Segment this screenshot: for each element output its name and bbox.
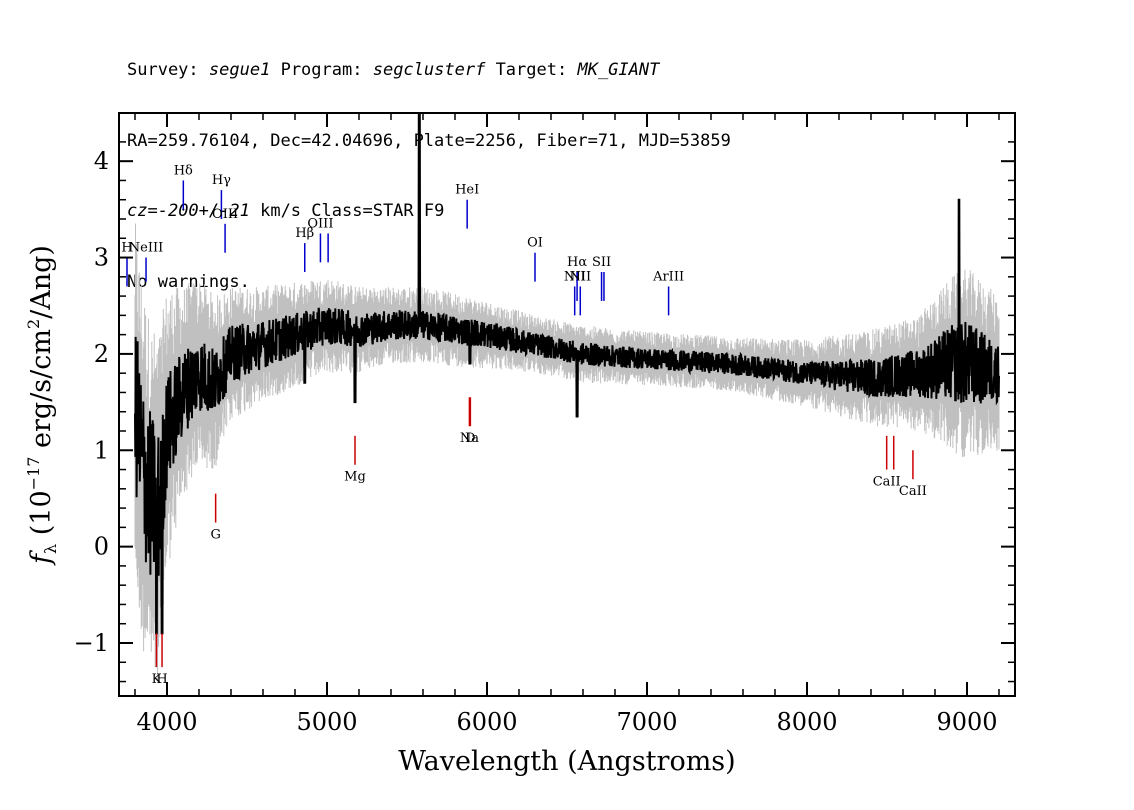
line-label: K [152,672,162,687]
error-band-path [134,223,1000,680]
survey-label: Survey: [127,60,199,80]
line-label: CaII [873,475,901,490]
line-label: D [465,431,475,446]
line-label: Hγ [212,173,231,188]
line-label: NII [569,269,591,284]
y-tick-label: 1 [94,436,109,464]
y-axis-title: fλ (10−17 erg/s/cm2/Ang) [24,245,60,566]
line-label: HeI [455,183,479,198]
x-tick-label: 9000 [936,708,997,736]
error-band-series [134,223,1000,680]
header-line-redshift: cz=-200+/-21 km/s Class=STAR F9 [127,200,731,224]
line-label: NII [564,269,586,284]
line-label: Hβ [295,226,314,241]
x-tick-label: 6000 [456,708,517,736]
line-label: CaII [899,484,927,499]
target-label: Target: [495,60,568,80]
header-line-survey: Survey: segue1 Program: segclusterf Targ… [127,59,731,83]
x-tick-label: 5000 [296,708,357,736]
flux-line [134,113,1000,635]
line-label: OIII [212,207,238,222]
spectrum-header: Survey: segue1 Program: segclusterf Targ… [127,12,731,318]
y-tick-label: 3 [94,244,109,272]
x-tick-label: 8000 [776,708,837,736]
class-text: Class=STAR F9 [311,201,445,221]
line-label: Hα [567,255,587,270]
survey-value: segue1 [208,60,271,80]
y-tick-label: 2 [94,340,109,368]
target-value: MK_GIANT [577,60,660,80]
y-tick-label: 4 [94,147,109,175]
line-label: NeIII [129,241,163,256]
x-axis-title: Wavelength (Angstroms) [398,746,735,777]
cz-label: cz= [127,201,158,221]
spectral-line-markers: HNeIIIHδHγOIIIHβOIIIHeIOINIIHαNIISIIArII… [121,163,927,687]
header-line-coords: RA=259.76104, Dec=42.04696, Plate=2256, … [127,130,731,151]
line-label: H [156,672,167,687]
cz-units: km/s [260,201,302,221]
axis-ticks: 4000 5000 6000 7000 8000 9000 −1 0 1 2 3 4 [74,113,1015,736]
line-label: Mg [344,470,366,485]
line-label: SII [592,255,611,270]
line-label: H [121,241,132,256]
y-tick-label: 0 [94,533,109,561]
program-label: Program: [280,60,363,80]
program-value: segclusterf [372,60,486,80]
plot-frame [118,112,1016,697]
line-label: G [210,528,220,543]
cz-value: -200+/-21 [157,201,250,221]
line-label: Na [460,431,479,446]
y-tick-label: −1 [74,629,109,657]
line-label: ArIII [652,269,684,284]
line-label: OI [527,236,543,251]
line-label: Hδ [174,163,193,178]
line-label: OIII [307,216,333,231]
flux-series [134,113,1000,635]
x-tick-label: 7000 [616,708,677,736]
x-tick-label: 4000 [136,708,197,736]
